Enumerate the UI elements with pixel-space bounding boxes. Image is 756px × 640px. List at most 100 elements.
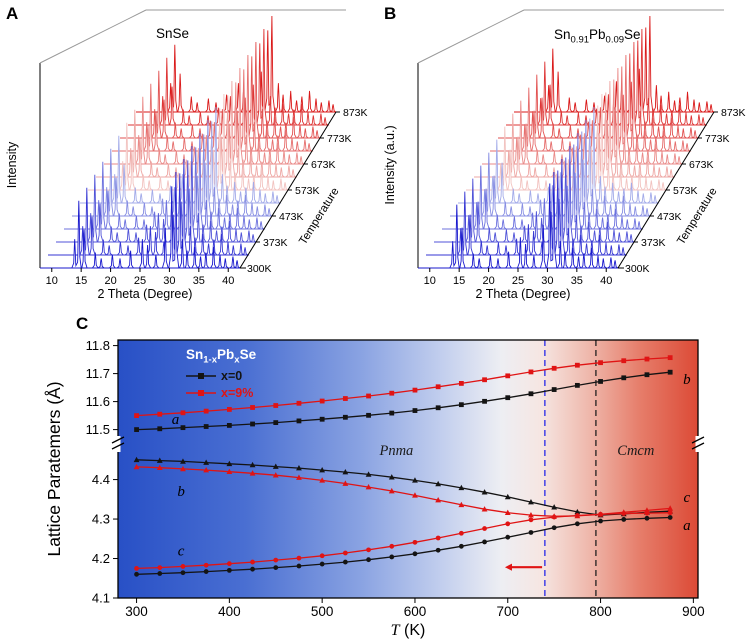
y-tick-label: 4.4 — [92, 472, 110, 487]
marker-triangle — [203, 467, 210, 473]
panel-c-legend: Sn1-xPbxSe x=0 x=9% — [186, 346, 256, 402]
marker-triangle — [203, 459, 210, 465]
x-tick-label: 30 — [541, 275, 553, 287]
y-axis-title: Intensity — [5, 141, 19, 188]
marker-triangle — [133, 456, 140, 463]
axis-letter-label-c: c — [178, 543, 185, 559]
x-tick-label: 30 — [163, 275, 175, 287]
marker-square — [621, 375, 627, 381]
panel-c-letter: C — [76, 314, 89, 333]
marker-square — [273, 403, 279, 408]
marker-circle — [203, 569, 209, 574]
marker-square — [505, 395, 511, 401]
temperature-tick-label: 873K — [343, 107, 368, 119]
marker-square — [644, 372, 650, 378]
marker-circle — [296, 555, 302, 561]
axis-letter-label-c: c — [684, 490, 691, 506]
x-tick-label: 20 — [104, 275, 116, 287]
series-line-b-axis-x-0 — [136, 459, 671, 516]
legend-title: Sn1-xPbxSe — [186, 346, 256, 367]
temperature-tick-label: 773K — [705, 133, 730, 145]
marker-circle — [226, 561, 232, 567]
marker-triangle — [272, 463, 279, 469]
marker-square — [366, 412, 371, 418]
x-axis-title: 2 Theta (Degree) — [476, 287, 571, 301]
formula-part: Se — [624, 27, 641, 42]
panel-a-waterfall-chart: 300K373K473K573K673K773K873KTemperature1… — [5, 9, 368, 301]
marker-circle — [505, 521, 511, 527]
marker-triangle — [180, 465, 186, 472]
marker-square — [598, 360, 603, 366]
marker-triangle — [249, 461, 256, 468]
marker-square — [203, 424, 209, 429]
marker-circle — [273, 557, 279, 563]
marker-circle — [226, 567, 232, 573]
marker-triangle — [365, 471, 372, 477]
marker-square — [644, 356, 650, 362]
marker-circle — [412, 551, 418, 557]
legend-label-x9: x=9% — [221, 385, 254, 400]
y-tick-label: 4.3 — [92, 512, 110, 527]
marker-circle — [574, 513, 580, 518]
marker-circle — [458, 543, 464, 549]
formula-part: Sn — [186, 347, 204, 362]
marker-circle — [273, 565, 279, 571]
marker-triangle — [133, 463, 140, 470]
marker-square — [667, 355, 673, 361]
marker-triangle — [458, 501, 465, 508]
marker-circle — [505, 534, 511, 540]
marker-triangle — [272, 472, 279, 478]
x-tick-label: 40 — [222, 275, 234, 287]
legend-entry-x0: x=0 — [186, 368, 256, 385]
marker-circle — [366, 547, 371, 553]
xrd-curve-300K — [40, 171, 242, 269]
marker-triangle — [388, 487, 395, 494]
marker-circle — [180, 564, 186, 569]
marker-circle — [482, 526, 487, 531]
temperature-tick-label: 673K — [689, 159, 714, 171]
marker-circle — [319, 553, 325, 559]
x-tick-label: 25 — [134, 275, 146, 287]
marker-circle — [180, 570, 186, 576]
formula-sub: 1-x — [203, 354, 217, 366]
x-tick-label: 700 — [496, 604, 519, 619]
series-line-c-axis-x-9- — [136, 512, 671, 570]
marker-triangle — [458, 484, 465, 491]
marker-square — [157, 411, 163, 417]
marker-square — [203, 408, 209, 414]
phase-label-cmcm: Cmcm — [617, 443, 654, 459]
marker-circle — [528, 530, 534, 535]
marker-square — [574, 362, 580, 368]
marker-circle — [482, 539, 487, 545]
marker-square — [482, 377, 487, 383]
formula-part: Pb — [589, 27, 606, 42]
x-axis-title: 2 Theta (Degree) — [98, 287, 193, 301]
x-tick-label: 900 — [682, 604, 705, 619]
marker-circle — [667, 510, 673, 516]
marker-square — [574, 382, 580, 388]
formula-part: Pb — [217, 347, 235, 362]
marker-triangle — [504, 493, 511, 500]
frame-diagonal — [39, 9, 147, 64]
marker-triangle — [435, 480, 442, 487]
marker-triangle — [388, 474, 395, 480]
marker-triangle — [481, 489, 488, 495]
marker-circle — [296, 563, 302, 569]
transition-arrow-head — [504, 563, 512, 571]
marker-square — [342, 414, 348, 420]
y-tick-label: 11.8 — [86, 338, 110, 353]
marker-triangle — [435, 497, 442, 503]
axis-break-mark — [111, 436, 125, 444]
marker-triangle — [249, 470, 256, 476]
temperature-tick-label: 373K — [263, 237, 288, 249]
marker-triangle — [574, 508, 581, 515]
marker-square — [250, 421, 255, 427]
x-tick-label: 25 — [512, 275, 524, 287]
marker-triangle — [156, 457, 163, 463]
y-tick-label: 4.1 — [92, 591, 110, 606]
marker-circle — [342, 550, 348, 556]
marker-square — [366, 393, 371, 399]
frame-diagonal — [417, 9, 525, 64]
marker-triangle — [319, 467, 326, 473]
